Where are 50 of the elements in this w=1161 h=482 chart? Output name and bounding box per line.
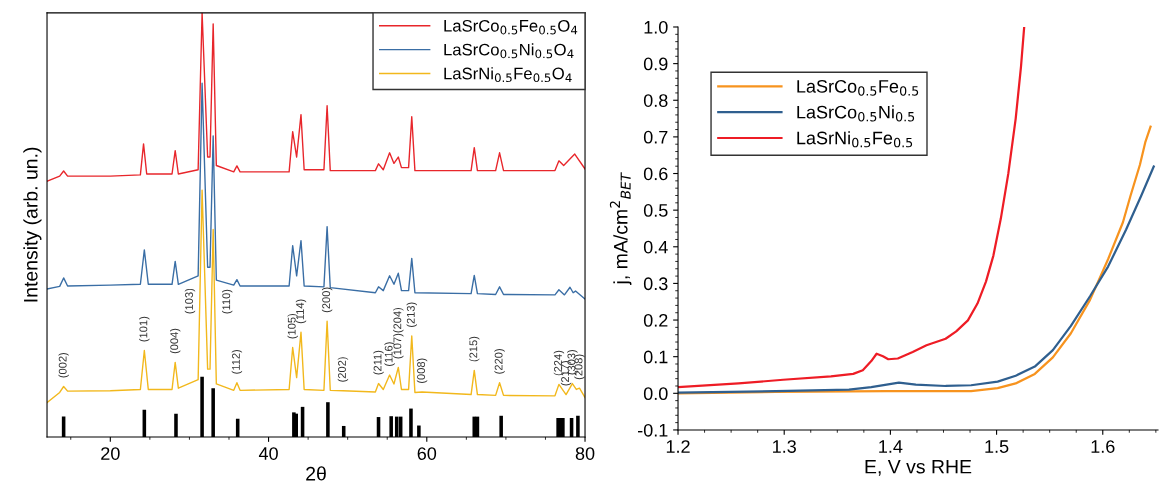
x-tick-label: 20 — [101, 447, 120, 460]
annotation: (008) — [416, 358, 428, 383]
x-tick-label: 1.4 — [879, 440, 903, 453]
line-series — [678, 26, 1026, 389]
y-tick-label: -0.1 — [637, 423, 668, 437]
y-tick-label: 0.9 — [643, 57, 668, 71]
annotation: (002) — [58, 352, 69, 378]
x-tick-label: 1.5 — [985, 440, 1009, 453]
annotation: (220) — [494, 349, 505, 374]
x-tick-label: 1.2 — [666, 440, 690, 453]
y-axis-title: j, mA/cm$^{2}$$_{BET}$ — [609, 172, 632, 285]
y-axis-title: Intensity (arb. un.) — [23, 147, 42, 302]
x-axis-title: E, V vs RHE — [865, 459, 972, 476]
y-tick-label: 0.0 — [643, 387, 668, 401]
annotation: (215) — [469, 336, 480, 362]
y-tick-label: 0.7 — [643, 130, 668, 144]
legend-label: LaSrCo$_{0.5}$Fe$_{0.5}$ — [797, 79, 919, 96]
annotation: (114) — [295, 299, 307, 324]
x-tick-label: 80 — [575, 447, 595, 460]
x-tick-label: 1.6 — [1091, 440, 1115, 453]
legend-label: LaSrCo$_{0.5}$Fe$_{0.5}$O$_{4}$ — [444, 19, 578, 35]
annotation: (202) — [337, 357, 349, 382]
y-tick-label: 0.8 — [643, 94, 668, 107]
annotation: (103) — [184, 288, 196, 314]
x-tick-label: 60 — [417, 447, 437, 460]
annotation: (101) — [139, 316, 150, 342]
legend-label: LaSrCo$_{0.5}$Ni$_{0.5}$ — [797, 105, 915, 122]
annotation: (107)(204) — [393, 307, 404, 359]
annotation: (200) — [321, 287, 333, 313]
y-tick-label: 0.5 — [643, 204, 668, 217]
annotation: (004) — [170, 328, 181, 354]
legend-label: LaSrNi$_{0.5}$Fe$_{0.5}$O$_{4}$ — [444, 67, 572, 83]
annotation: (211) — [373, 350, 384, 375]
annotation: (213) — [406, 302, 417, 328]
x-tick-label: 1.3 — [773, 440, 796, 453]
x-axis-title: 2θ — [306, 466, 326, 481]
line-series — [678, 165, 1155, 394]
y-tick-label: 0.1 — [643, 350, 668, 364]
y-tick-label: 0.2 — [643, 313, 668, 327]
legend-label: LaSrCo$_{0.5}$Ni$_{0.5}$O$_{4}$ — [444, 43, 574, 59]
legend-label: LaSrNi$_{0.5}$Fe$_{0.5}$ — [797, 131, 913, 148]
annotation: (116) — [384, 342, 395, 367]
y-tick-label: 0.6 — [643, 167, 668, 181]
y-tick-label: 0.4 — [643, 240, 668, 254]
y-tick-label: 0.3 — [643, 277, 668, 291]
annotation: (112) — [231, 349, 243, 374]
y-tick-label: 1.0 — [644, 20, 668, 34]
annotation: (105) — [287, 313, 298, 339]
annotation: (110) — [222, 289, 233, 314]
x-tick-label: 40 — [258, 447, 278, 460]
